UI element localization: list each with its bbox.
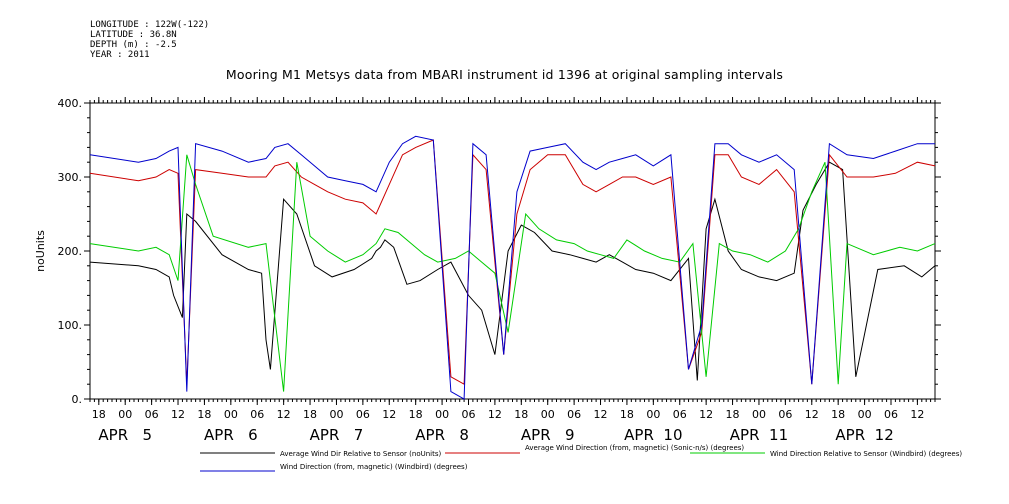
legend-label-1: Average Wind Dir Relative to Sensor (noU…: [280, 450, 441, 458]
series-line-3: [89, 154, 936, 392]
x-date-label: APR 5: [98, 426, 152, 444]
x-tick-label: 00: [435, 408, 449, 421]
chart-title: Mooring M1 Metsys data from MBARI instru…: [225, 67, 784, 82]
y-axis-label: noUnits: [34, 230, 47, 272]
y-tick-label: 0.: [72, 393, 83, 406]
x-date-label: APR 10: [624, 426, 682, 444]
x-tick-label: 00: [329, 408, 343, 421]
x-tick-label: 00: [224, 408, 238, 421]
x-tick-label: 18: [831, 408, 845, 421]
x-tick-label: 12: [699, 408, 713, 421]
x-tick-label: 18: [197, 408, 211, 421]
x-tick-label: 18: [514, 408, 528, 421]
y-tick-label: 100.: [58, 319, 83, 332]
x-date-label: APR 7: [310, 426, 364, 444]
latitude-text: LATITUDE : 36.8N: [90, 30, 177, 40]
longitude-text: LONGITUDE : 122W(-122): [90, 20, 210, 30]
x-tick-label: 06: [778, 408, 792, 421]
y-tick-label: 400.: [58, 97, 83, 110]
x-tick-label: 12: [910, 408, 924, 421]
series-line-4: [89, 135, 935, 400]
x-tick-label: 00: [752, 408, 766, 421]
y-tick-label: 200.: [58, 245, 83, 258]
year-text: YEAR : 2011: [90, 50, 150, 60]
x-tick-label: 12: [805, 408, 819, 421]
x-tick-label: 06: [250, 408, 264, 421]
x-tick-label: 12: [382, 408, 396, 421]
x-tick-label: 18: [726, 408, 740, 421]
legend-label-3: Wind Direction Relative to Sensor (Windb…: [770, 450, 962, 458]
x-tick-label: 18: [92, 408, 106, 421]
axes-group: 0. 100. 200. 300. 400. noUnits 18 00 06 12 18 00 06 1…: [34, 97, 941, 444]
x-tick-label: 12: [488, 408, 502, 421]
x-tick-label: 06: [461, 408, 475, 421]
x-date-label: APR 6: [204, 426, 258, 444]
x-tick-label: 18: [620, 408, 634, 421]
series-line-2: [89, 139, 936, 386]
legend-label-4: Wind Direction (from, magnetic) (Windbir…: [280, 463, 468, 471]
legend-label-2: Average Wind Direction (from, magnetic) …: [525, 444, 744, 452]
x-tick-label: 12: [594, 408, 608, 421]
x-tick-label: 12: [171, 408, 185, 421]
x-tick-label: 18: [409, 408, 423, 421]
x-date-label: APR 9: [521, 426, 575, 444]
x-tick-label: 06: [567, 408, 581, 421]
x-tick-label: 12: [277, 408, 291, 421]
x-tick-label: 18: [303, 408, 317, 421]
x-tick-label: 00: [858, 408, 872, 421]
x-tick-label: 06: [145, 408, 159, 421]
series-group: [89, 135, 936, 400]
x-date-label: APR 12: [835, 426, 893, 444]
metadata-block: LONGITUDE : 122W(-122) LATITUDE : 36.8N …: [90, 20, 209, 60]
x-date-label: APR 8: [415, 426, 469, 444]
y-tick-label: 300.: [58, 171, 83, 184]
legend-group: Average Wind Dir Relative to Sensor (noU…: [200, 444, 962, 472]
depth-text: DEPTH (m) : -2.5: [90, 40, 177, 50]
x-tick-label: 06: [356, 408, 370, 421]
x-tick-label: 06: [884, 408, 898, 421]
x-tick-label: 00: [646, 408, 660, 421]
x-tick-label: 00: [118, 408, 132, 421]
x-tick-label: 00: [541, 408, 555, 421]
x-date-label: APR 11: [730, 426, 788, 444]
x-tick-label: 06: [673, 408, 687, 421]
